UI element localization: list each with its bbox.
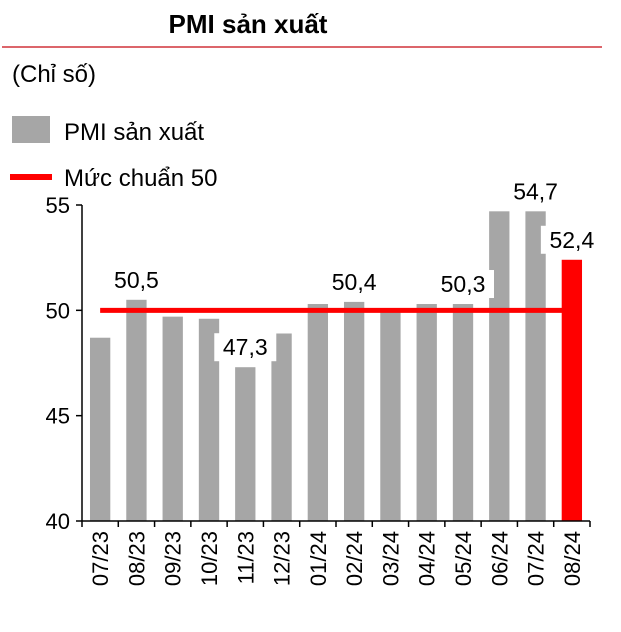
bar-06-24 (489, 211, 510, 521)
data-label-bg (105, 265, 168, 294)
legend-label-pmi: PMI sản xuất (64, 119, 204, 146)
bar-02-24 (343, 301, 365, 521)
x-tick-label: 01/24 (306, 531, 331, 586)
legend-bar-swatch (12, 116, 50, 143)
y-tick-label: 55 (46, 193, 70, 218)
data-labels: 50,5 47,3 50,4 50,3 54,7 52,4 (105, 177, 603, 362)
x-tick-label: 12/23 (270, 531, 295, 586)
data-label-bg (214, 333, 277, 362)
x-tick-label: 05/24 (451, 531, 476, 586)
x-tick-label: 11/23 (233, 531, 258, 584)
x-tick-label: 03/24 (378, 531, 403, 586)
bar-07-23 (89, 337, 111, 521)
bar-01-24 (307, 304, 329, 521)
data-label: 50,4 (332, 269, 377, 295)
y-tick-label: 50 (46, 298, 70, 323)
x-tick-label: 10/23 (197, 531, 222, 586)
x-tick-label: 07/24 (524, 531, 549, 586)
data-label-bg (504, 177, 567, 206)
data-label: 54,7 (513, 178, 558, 204)
bar-07-24 (525, 211, 546, 521)
data-label: 50,5 (114, 267, 159, 293)
x-tick-label: 04/24 (415, 531, 440, 586)
x-tick-label: 08/24 (560, 531, 585, 586)
x-tick-label: 08/23 (124, 531, 149, 586)
bar-05-24 (452, 304, 474, 521)
legend: PMI sản xuất Mức chuẩn 50 (10, 116, 217, 192)
data-label-bg (323, 267, 386, 296)
data-label: 47,3 (223, 334, 268, 360)
x-tick-label: 09/23 (161, 531, 186, 586)
bar-03-24 (380, 310, 401, 521)
data-label-bg (432, 270, 494, 299)
bar-series (89, 211, 583, 521)
bar-10-23 (198, 318, 220, 521)
bar-09-23 (162, 316, 183, 521)
bar-12-23 (271, 333, 292, 521)
x-tick-label: 07/23 (88, 531, 113, 586)
bar-08-23 (126, 299, 147, 521)
data-label: 50,3 (441, 271, 486, 297)
data-label-bg (540, 225, 603, 254)
legend-label-benchmark: Mức chuẩn 50 (64, 165, 217, 192)
x-tick-label: 06/24 (487, 531, 512, 586)
data-label: 52,4 (549, 227, 594, 253)
unit-label: (Chỉ số) (12, 61, 96, 88)
y-tick-label: 45 (46, 404, 70, 429)
x-tick-label: 02/24 (342, 531, 367, 586)
bar-04-24 (416, 304, 437, 521)
axes: 40 45 50 55 07/23 08/23 09/23 10/23 11/23 12/23 01… (46, 193, 591, 586)
chart-title: PMI sản xuất (169, 9, 328, 39)
bar-11-23 (235, 367, 256, 521)
bar-08-24 (561, 259, 583, 521)
y-tick-label: 40 (46, 509, 70, 534)
